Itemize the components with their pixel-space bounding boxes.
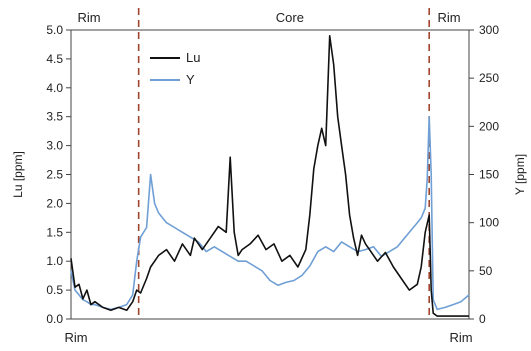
right-tick-label: 150 [479,168,499,182]
series-layer [70,35,470,317]
series-line-y [70,115,470,311]
right-axis-title: Y [ppm] [513,154,527,195]
left-tick-label: 5.0 [46,23,63,37]
left-tick-label: 2.0 [46,196,63,210]
left-tick-label: 2.5 [46,168,63,182]
right-tick-label: 0 [479,312,486,326]
zone-label-bottom: Rim [449,330,472,345]
legend-label-lu: Lu [186,50,200,65]
left-tick-label: 1.0 [46,254,63,268]
legend: Lu Y [150,50,200,87]
right-tick-label: 300 [479,23,499,37]
zone-label-top: Core [276,10,304,25]
legend-label-y: Y [186,72,195,87]
left-tick-label: 1.5 [46,225,63,239]
left-tick-label: 3.0 [46,139,63,153]
axes [66,8,474,320]
left-tick-label: 4.5 [46,52,63,66]
left-tick-label: 4.0 [46,81,63,95]
right-tick-label: 100 [479,216,499,230]
left-axis-title: Lu [ppm] [11,151,25,198]
left-tick-label: 0.0 [46,312,63,326]
right-tick-label: 250 [479,71,499,85]
zone-label-bottom: Rim [64,330,87,345]
right-tick-label: 50 [479,264,493,278]
left-tick-label: 0.5 [46,283,63,297]
left-tick-label: 3.5 [46,110,63,124]
right-tick-label: 200 [479,119,499,133]
zone-label-top: Rim [77,10,100,25]
plot-frame [70,29,470,320]
labels-layer: 0.0 0.5 1.0 1.5 2.0 2.5 3.0 3.5 4.0 4.5 5.0 0 50 100 1… [11,10,527,345]
series-line-lu [70,35,469,317]
zone-label-top: Rim [438,10,461,25]
